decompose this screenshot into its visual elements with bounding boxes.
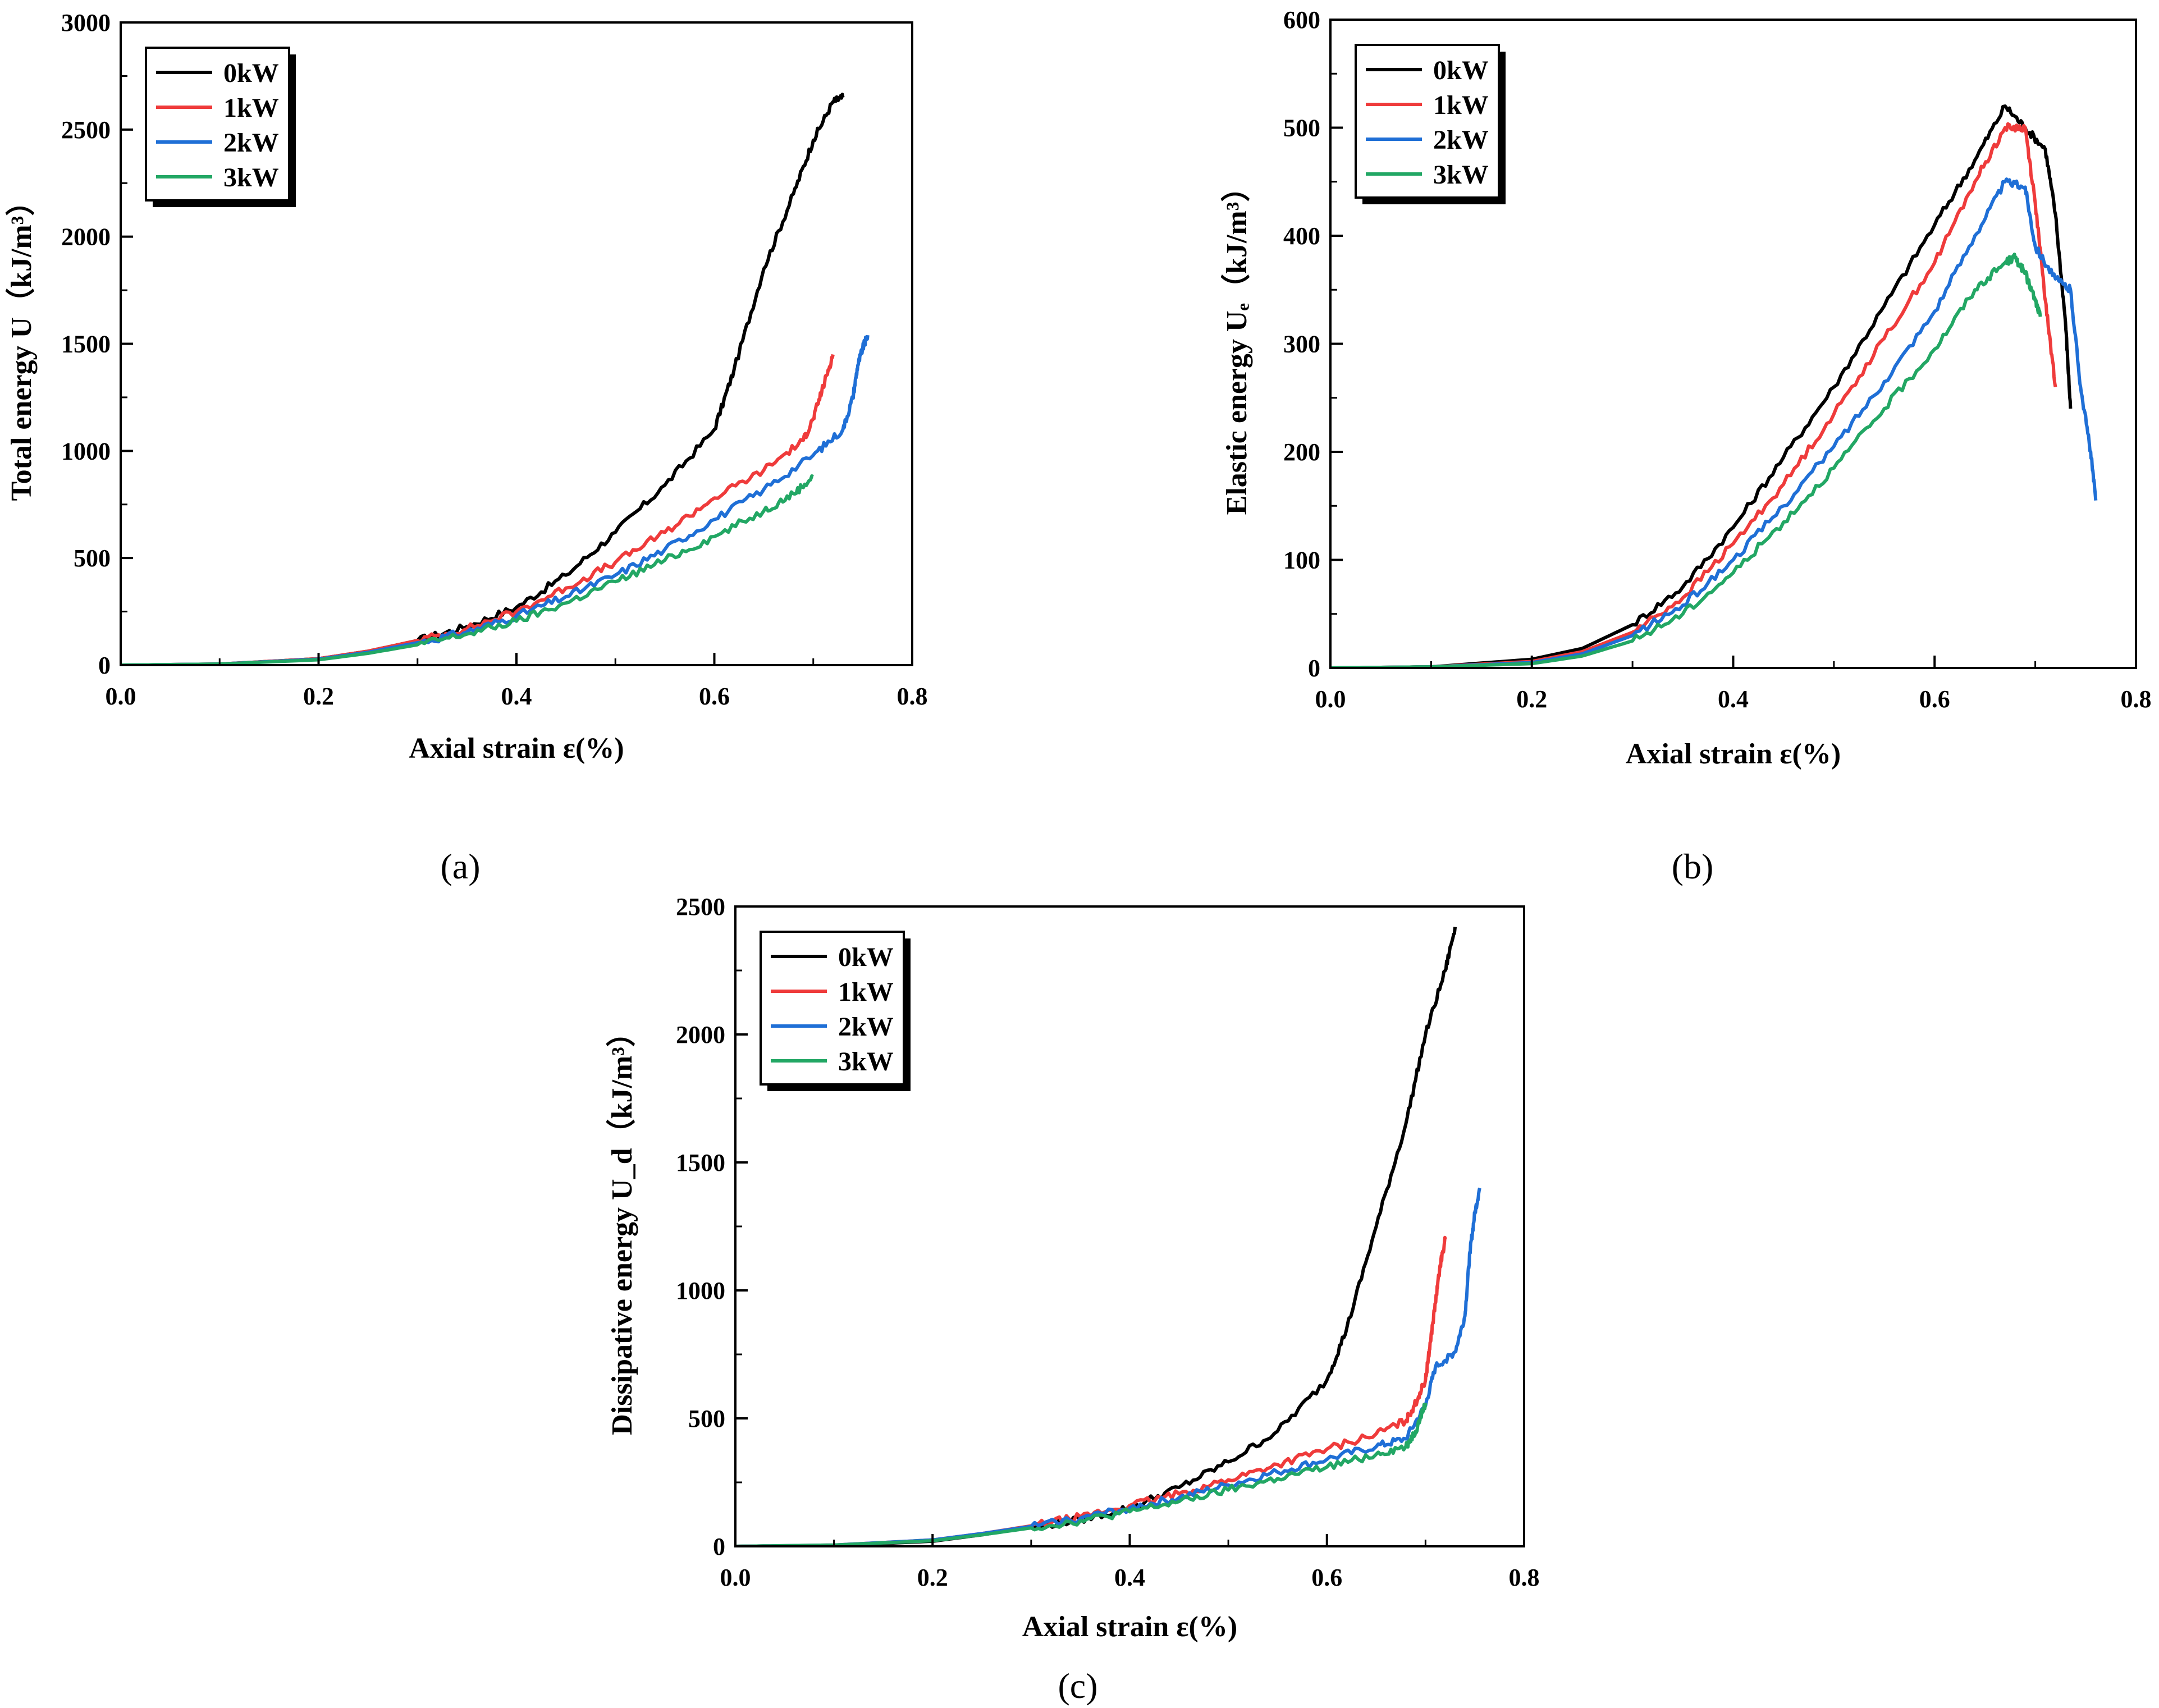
panel-label-a: (a): [440, 846, 480, 886]
legend-label-1kW: 1kW: [838, 977, 894, 1007]
legend-label-1kW: 1kW: [1433, 90, 1489, 120]
legend-label-0kW: 0kW: [1433, 56, 1489, 85]
y-tick-label: 2000: [61, 223, 111, 251]
x-tick-label: 0.4: [1718, 685, 1749, 713]
x-tick-label: 0.0: [106, 683, 136, 710]
y-tick-label: 1500: [676, 1149, 725, 1176]
x-tick-label: 0.8: [897, 683, 928, 710]
x-tick-label: 0.4: [1114, 1564, 1145, 1591]
y-tick-label: 400: [1283, 222, 1320, 250]
y-tick-label: 0: [1308, 654, 1320, 682]
legend-label-0kW: 0kW: [838, 942, 894, 972]
x-axis-label: Axial strain ε(%): [1626, 738, 1841, 770]
y-axis-label: Dissipative energy U_d（kJ/m³）: [606, 1018, 638, 1435]
y-tick-label: 500: [74, 544, 111, 572]
panel-label-c: (c): [1058, 1666, 1097, 1706]
series-line-3kW: [735, 1403, 1428, 1546]
legend-label-3kW: 3kW: [223, 163, 279, 193]
x-axis-label: Axial strain ε(%): [409, 732, 624, 764]
y-tick-label: 2000: [676, 1021, 725, 1048]
series-line-3kW: [1330, 253, 2042, 668]
y-tick-label: 0: [98, 652, 111, 679]
y-axis-label: Elastic energy Uₑ（kJ/m³）: [1220, 173, 1253, 515]
legend-label-2kW: 2kW: [223, 128, 279, 158]
y-tick-label: 1500: [61, 331, 111, 358]
panel-c-dissipative-energy-chart: 0.0 0.2 0.4 0.6 0.8 0 500 1000 1500 2000 2500 Axial…: [606, 893, 1540, 1643]
series-line-1kW: [1330, 122, 2057, 668]
series-line-3kW: [121, 474, 814, 665]
legend-label-3kW: 3kW: [1433, 160, 1489, 190]
series-line-2kW: [1330, 177, 2098, 668]
y-tick-label: 1000: [61, 437, 111, 465]
x-tick-label: 0.8: [2121, 685, 2152, 713]
legend-label-2kW: 2kW: [1433, 125, 1489, 155]
legend-label-3kW: 3kW: [838, 1047, 894, 1077]
x-axis-label: Axial strain ε(%): [1022, 1611, 1237, 1643]
x-tick-label: 0.2: [1516, 685, 1547, 713]
y-tick-label: 200: [1283, 438, 1320, 466]
x-tick-label: 0.2: [303, 683, 334, 710]
x-tick-label: 0.8: [1509, 1564, 1540, 1591]
y-tick-label: 3000: [61, 9, 111, 36]
y-tick-label: 2500: [61, 116, 111, 144]
panel-label-b: (b): [1672, 846, 1714, 886]
y-tick-label: 0: [713, 1533, 725, 1560]
y-tick-label: 600: [1283, 6, 1320, 34]
panel-b-elastic-energy-chart: 0.0 0.2 0.4 0.6 0.8 0 100 200 300 400 500 600 Axial …: [1220, 6, 2152, 770]
y-tick-label: 500: [1283, 115, 1320, 142]
y-axis-label: Total energy U（kJ/m³）: [5, 187, 38, 501]
x-tick-label: 0.2: [917, 1564, 948, 1591]
x-tick-label: 0.6: [1311, 1564, 1342, 1591]
legend-label-0kW: 0kW: [223, 58, 279, 88]
x-tick-label: 0.6: [1919, 685, 1950, 713]
x-tick-label: 0.0: [1315, 685, 1346, 713]
x-tick-label: 0.4: [501, 683, 532, 710]
y-tick-label: 1000: [676, 1277, 725, 1304]
x-tick-label: 0.6: [699, 683, 730, 710]
series-line-0kW: [1330, 104, 2073, 668]
legend-label-1kW: 1kW: [223, 93, 279, 123]
x-tick-label: 0.0: [720, 1564, 751, 1591]
y-tick-label: 300: [1283, 331, 1320, 358]
legend-label-2kW: 2kW: [838, 1012, 894, 1042]
y-tick-label: 2500: [676, 893, 725, 921]
panel-a-total-energy-chart: 0.0 0.2 0.4 0.6 0.8 0 500 1000 1500 2000 2500 3000 A…: [5, 9, 928, 764]
y-tick-label: 100: [1283, 547, 1320, 574]
y-tick-label: 500: [688, 1405, 725, 1432]
